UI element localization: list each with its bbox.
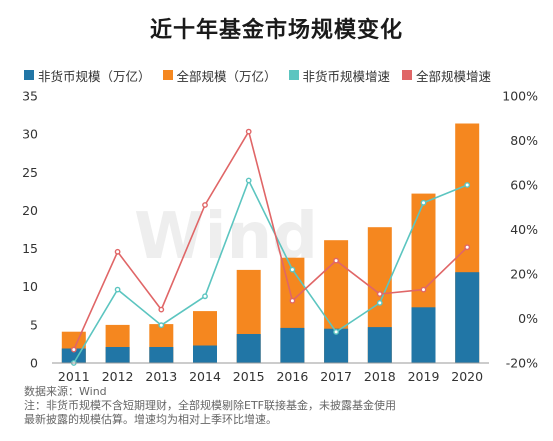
axes-layer: 2011 2012 2013 2014 2015 2016 2017 2018 2019 2020… (22, 89, 538, 385)
right-tick-0: -20% (506, 356, 538, 371)
legend-item-2: 非货币规模增速 (288, 66, 391, 85)
right-tick-2: 20% (510, 267, 538, 282)
note-line-2: 最新披露的规模估算。增速均为相对上季环比增速。 (24, 413, 277, 426)
left-tick-1: 5 (30, 317, 38, 332)
right-tick-3: 40% (510, 222, 538, 237)
notes: 数据来源：Wind 注：非货币规模不含短期理财，全部规模剔除ETF联接基金，未披… (24, 385, 396, 427)
x-tick-2016: 2016 (276, 369, 308, 384)
point-s2-2016 (289, 266, 296, 273)
point-s3-2011 (70, 346, 77, 353)
x-tick-2020: 2020 (451, 369, 483, 384)
legend-label-3: 全部规模增速 (416, 68, 492, 84)
bar-s0-2015 (236, 334, 261, 363)
point-s2-2013 (158, 322, 165, 329)
point-s3-2016 (289, 297, 296, 304)
legend-swatch-1 (162, 70, 173, 80)
x-tick-2013: 2013 (145, 369, 177, 384)
point-s2-2019 (420, 199, 427, 206)
point-s3-2020 (464, 244, 471, 251)
legend-item-0: 非货币规模（万亿） (24, 66, 151, 85)
lines-layer (70, 128, 471, 366)
point-s3-2018 (376, 291, 383, 297)
bar-s0-2018 (367, 327, 392, 363)
left-tick-4: 20 (22, 203, 38, 218)
line-s3 (73, 129, 468, 350)
legend-swatch-0 (24, 70, 34, 80)
point-s3-2012 (114, 248, 121, 255)
left-tick-0: 0 (30, 356, 38, 371)
legend-swatch-3 (402, 70, 413, 80)
legend-label-1: 全部规模（万亿） (176, 68, 277, 84)
legend-label-0: 非货币规模（万亿） (38, 68, 151, 84)
point-s2-2015 (245, 177, 252, 184)
right-tick-6: 100% (502, 89, 538, 104)
left-tick-6: 30 (22, 127, 38, 142)
bar-s0-2012 (105, 347, 130, 363)
legend: 非货币规模（万亿） 全部规模（万亿） 非货币规模增速 全部规模增速 (24, 66, 491, 84)
legend-item-3: 全部规模增速 (402, 66, 491, 85)
bar-s0-2020 (455, 272, 480, 363)
legend-label-2: 非货币规模增速 (302, 68, 391, 84)
bar-s0-2013 (149, 347, 174, 363)
bar-s0-2019 (411, 307, 436, 363)
point-s3-2019 (420, 286, 427, 293)
point-s2-2014 (202, 293, 208, 300)
x-tick-2017: 2017 (320, 369, 352, 384)
point-s2-2018 (376, 299, 383, 306)
chart-title: 近十年基金市场规模变化 (149, 18, 403, 43)
x-tick-2018: 2018 (364, 369, 396, 384)
left-tick-5: 25 (22, 165, 38, 180)
point-s3-2013 (158, 306, 165, 313)
x-tick-2019: 2019 (408, 369, 440, 384)
right-tick-5: 80% (510, 133, 538, 148)
point-s2-2012 (114, 286, 121, 293)
right-tick-1: 0% (518, 311, 538, 326)
legend-item-1: 全部规模（万亿） (162, 66, 277, 85)
x-tick-2015: 2015 (233, 369, 265, 384)
left-tick-3: 15 (22, 241, 38, 256)
left-tick-7: 35 (22, 89, 38, 104)
right-tick-4: 60% (510, 178, 538, 193)
note-source: 数据来源：Wind (24, 385, 107, 398)
legend-swatch-2 (288, 70, 299, 80)
line-s2 (73, 178, 468, 364)
bar-s0-2014 (193, 345, 217, 363)
point-s3-2014 (202, 202, 208, 208)
x-tick-2012: 2012 (102, 369, 134, 384)
x-tick-2011: 2011 (58, 369, 90, 384)
left-tick-2: 10 (22, 279, 38, 294)
point-s2-2020 (464, 182, 471, 188)
note-line-1: 注：非货币规模不含短期理财，全部规模剔除ETF联接基金，未披露基金使用 (24, 399, 396, 412)
bars-layer (61, 123, 480, 363)
point-s3-2017 (333, 257, 339, 264)
bar-s0-2016 (280, 327, 305, 363)
x-tick-2014: 2014 (189, 369, 221, 384)
point-s2-2017 (333, 328, 339, 335)
point-s3-2015 (245, 128, 252, 135)
